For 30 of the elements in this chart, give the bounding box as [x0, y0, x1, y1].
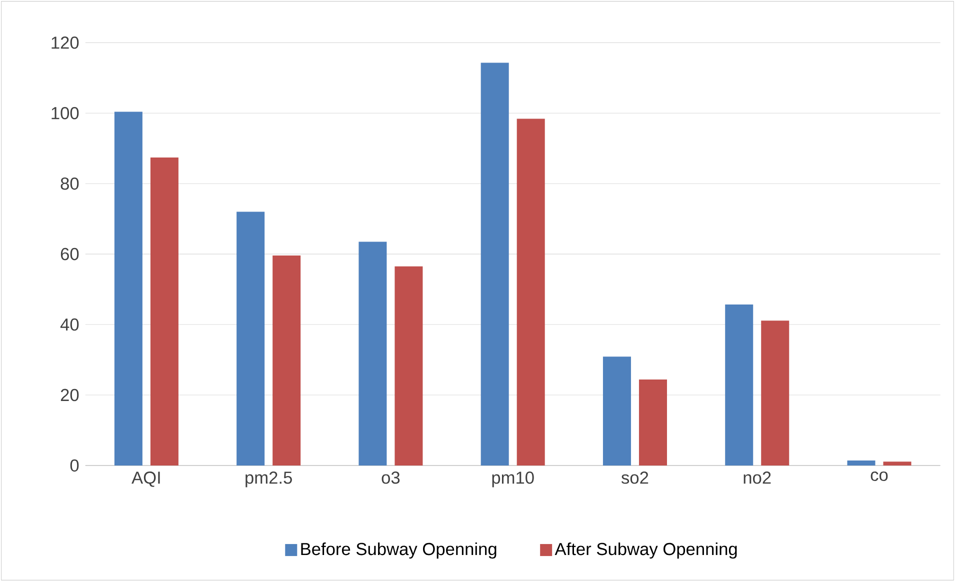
bar — [638, 380, 667, 466]
bar — [114, 112, 142, 466]
bar — [883, 462, 912, 466]
bar — [847, 460, 876, 466]
bar — [761, 320, 790, 466]
x-tick-label: so2 — [621, 472, 648, 484]
bar — [516, 119, 545, 466]
y-tick-label: 100 — [52, 107, 79, 120]
y-tick-label: 0 — [70, 460, 79, 472]
x-tick-label: o3 — [382, 472, 400, 484]
bar — [272, 256, 301, 466]
bar — [725, 304, 754, 466]
y-tick-label: 40 — [60, 318, 79, 331]
bar — [480, 62, 509, 466]
bar — [358, 242, 387, 466]
x-tick-label: pm10 — [492, 472, 534, 488]
x-tick-label: no2 — [744, 472, 771, 484]
y-tick-label: 60 — [60, 248, 79, 260]
y-tick-label: 120 — [52, 36, 79, 50]
x-tick-label: AQI — [132, 472, 160, 488]
bar — [394, 266, 423, 466]
x-tick-label: pm2.5 — [246, 472, 292, 488]
legend-label: After Subway Openning — [554, 542, 737, 559]
x-tick-label: co — [870, 472, 888, 482]
bar — [236, 212, 265, 466]
bar — [150, 158, 178, 466]
legend-label: Before Subway Openning — [301, 542, 496, 559]
y-tick-label: 20 — [60, 389, 79, 402]
y-tick-label: 80 — [60, 178, 79, 190]
bar — [602, 356, 631, 466]
